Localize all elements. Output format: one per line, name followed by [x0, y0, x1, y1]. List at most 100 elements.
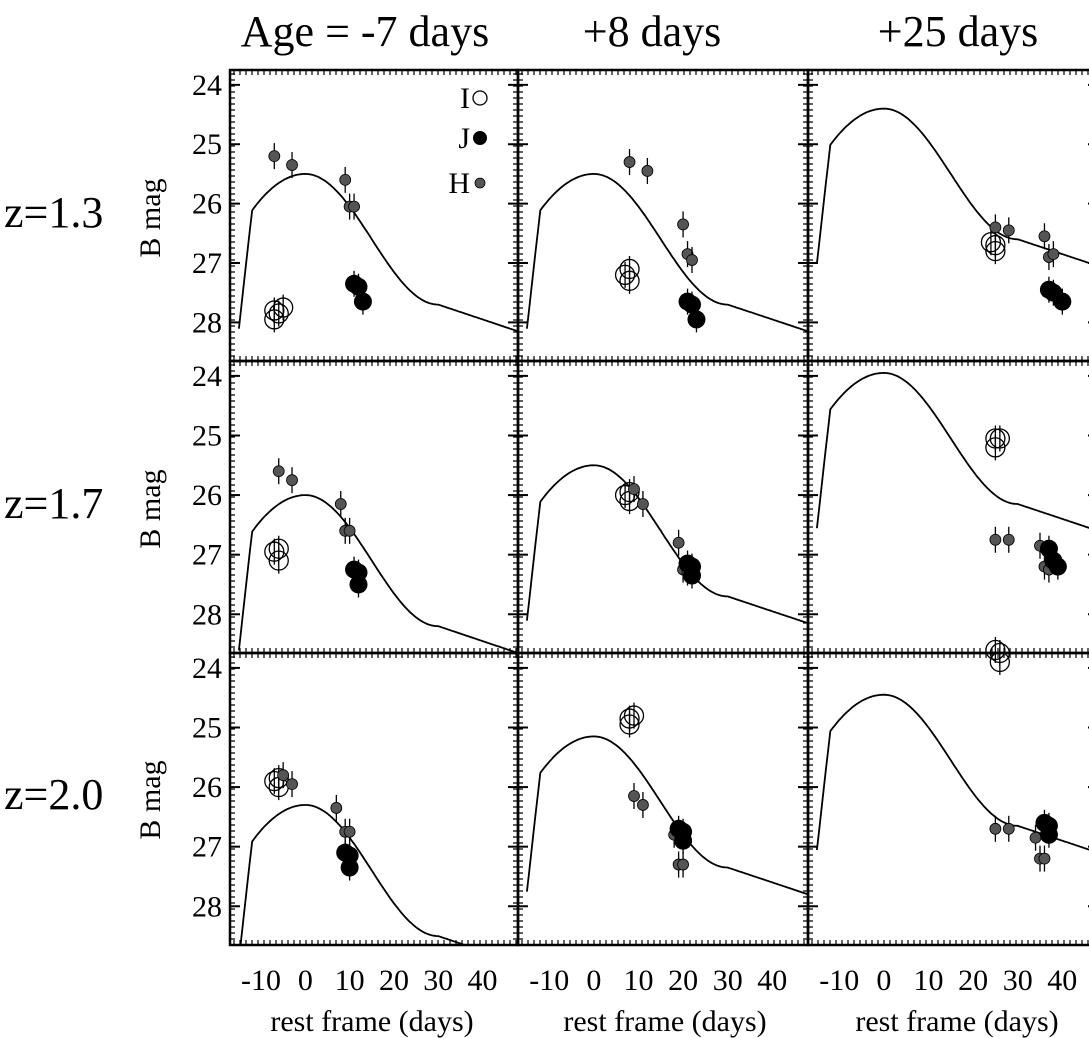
y-axis-labels: B mag B mag B mag [134, 178, 167, 839]
H-point [334, 498, 347, 510]
J-point [1039, 825, 1058, 844]
H-point [637, 799, 649, 811]
panel-r2-c1: -10 0 10 20 30 40 [516, 651, 810, 997]
y-tick-label: 25 [192, 419, 222, 452]
minor-ticks [518, 653, 808, 945]
panel-r1-c1 [516, 359, 810, 655]
x-tick-label: -10 [819, 964, 859, 997]
H-point [1047, 248, 1060, 261]
template-curve [816, 371, 1089, 529]
H-point [628, 483, 640, 496]
panel-r2-c0: 24 25 26 27 28 -10 0 10 20 30 40 [192, 651, 520, 997]
template-curve [238, 172, 518, 333]
H-point [343, 825, 356, 838]
H-point [277, 769, 290, 782]
H-point [330, 802, 343, 814]
template-curve [526, 172, 808, 333]
y-tick-label: 27 [192, 539, 222, 572]
H-point [1002, 822, 1015, 835]
panel-frame [806, 651, 1089, 947]
panel-frame [806, 68, 1089, 363]
J-point [674, 831, 693, 850]
x-tick-label: 20 [379, 964, 409, 997]
J-point [353, 292, 372, 311]
H-point [672, 536, 685, 549]
x-axis-label: rest frame (days) [855, 1005, 1058, 1038]
template-curve [526, 735, 808, 896]
x-tick-label: 40 [468, 964, 498, 997]
panel-r0-c1 [516, 68, 810, 363]
x-tick-label: 20 [668, 964, 698, 997]
minor-ticks [230, 70, 518, 361]
y-tick-label: 28 [192, 598, 222, 631]
x-tick-label: 30 [423, 964, 453, 997]
template-curve [526, 464, 808, 625]
panel-frame [516, 651, 810, 947]
y-axis-label: B mag [134, 469, 167, 548]
y-tick-label: 27 [192, 247, 222, 280]
template-curve [816, 107, 1089, 264]
H-point [641, 165, 654, 177]
legend: IJH [448, 82, 488, 200]
I-point [264, 541, 285, 562]
x-tick-label: 10 [623, 964, 653, 997]
H-point [343, 524, 356, 537]
panel-frame [228, 651, 520, 947]
x-tick-label: 30 [713, 964, 743, 997]
H-point [1002, 224, 1015, 237]
y-tick-label: 26 [192, 188, 222, 221]
I-point [614, 264, 636, 286]
panel-grid: 24 25 26 27 28 24 25 26 27 28 24 25 26 27 28 -10 0 10 20 30… [192, 68, 1089, 997]
I-point [619, 270, 640, 291]
y-tick-label: 24 [192, 69, 222, 102]
H-point [637, 498, 649, 510]
panel-r0-c2 [806, 68, 1089, 363]
column-title-minus7: Age = -7 days [241, 7, 489, 56]
y-tick-label: 28 [192, 890, 222, 923]
row-label-z13: z=1.3 [4, 188, 103, 237]
I-point [619, 714, 640, 735]
minor-ticks [230, 361, 518, 653]
I-point [985, 639, 1006, 661]
x-tick-label: 0 [298, 964, 313, 997]
x-tick-label: 0 [876, 964, 891, 997]
x-axis-label: rest frame (days) [270, 1005, 473, 1038]
J-point [1053, 292, 1072, 311]
x-tick-label: 40 [1047, 964, 1077, 997]
H-point [268, 150, 281, 163]
y-tick-label: 26 [192, 771, 222, 804]
I-point [985, 437, 1006, 458]
H-point [1038, 230, 1051, 243]
H-point [989, 221, 1002, 234]
panel-frame [806, 359, 1089, 655]
I-point [989, 428, 1010, 449]
template-curve [238, 494, 518, 653]
J-point [683, 566, 701, 585]
template-curve [239, 804, 468, 945]
H-point [1029, 831, 1042, 844]
minor-ticks [808, 653, 1089, 945]
panel-r2-c2: -10 0 10 20 30 40 [806, 637, 1089, 997]
I-point [980, 232, 1002, 253]
H-point [628, 790, 640, 802]
y-tick-label: 25 [192, 128, 222, 161]
panel-r1-c0: 24 25 26 27 28 [192, 359, 520, 655]
x-tick-label: 10 [913, 964, 943, 997]
panel-frame [228, 359, 520, 655]
H-point [348, 200, 360, 213]
x-axis-label: rest frame (days) [563, 1005, 766, 1038]
H-point [989, 822, 1002, 835]
J-point [687, 310, 706, 329]
H-point [686, 254, 698, 266]
x-tick-label: -10 [529, 964, 569, 997]
I-point [985, 240, 1006, 262]
J-point [1048, 557, 1067, 576]
I-point [268, 303, 289, 324]
legend-marker-J [473, 131, 487, 145]
y-axis-label: B mag [134, 178, 167, 257]
legend-label-J: J [458, 122, 470, 155]
H-point [286, 474, 298, 487]
minor-ticks [808, 70, 1089, 361]
H-point [989, 533, 1002, 546]
